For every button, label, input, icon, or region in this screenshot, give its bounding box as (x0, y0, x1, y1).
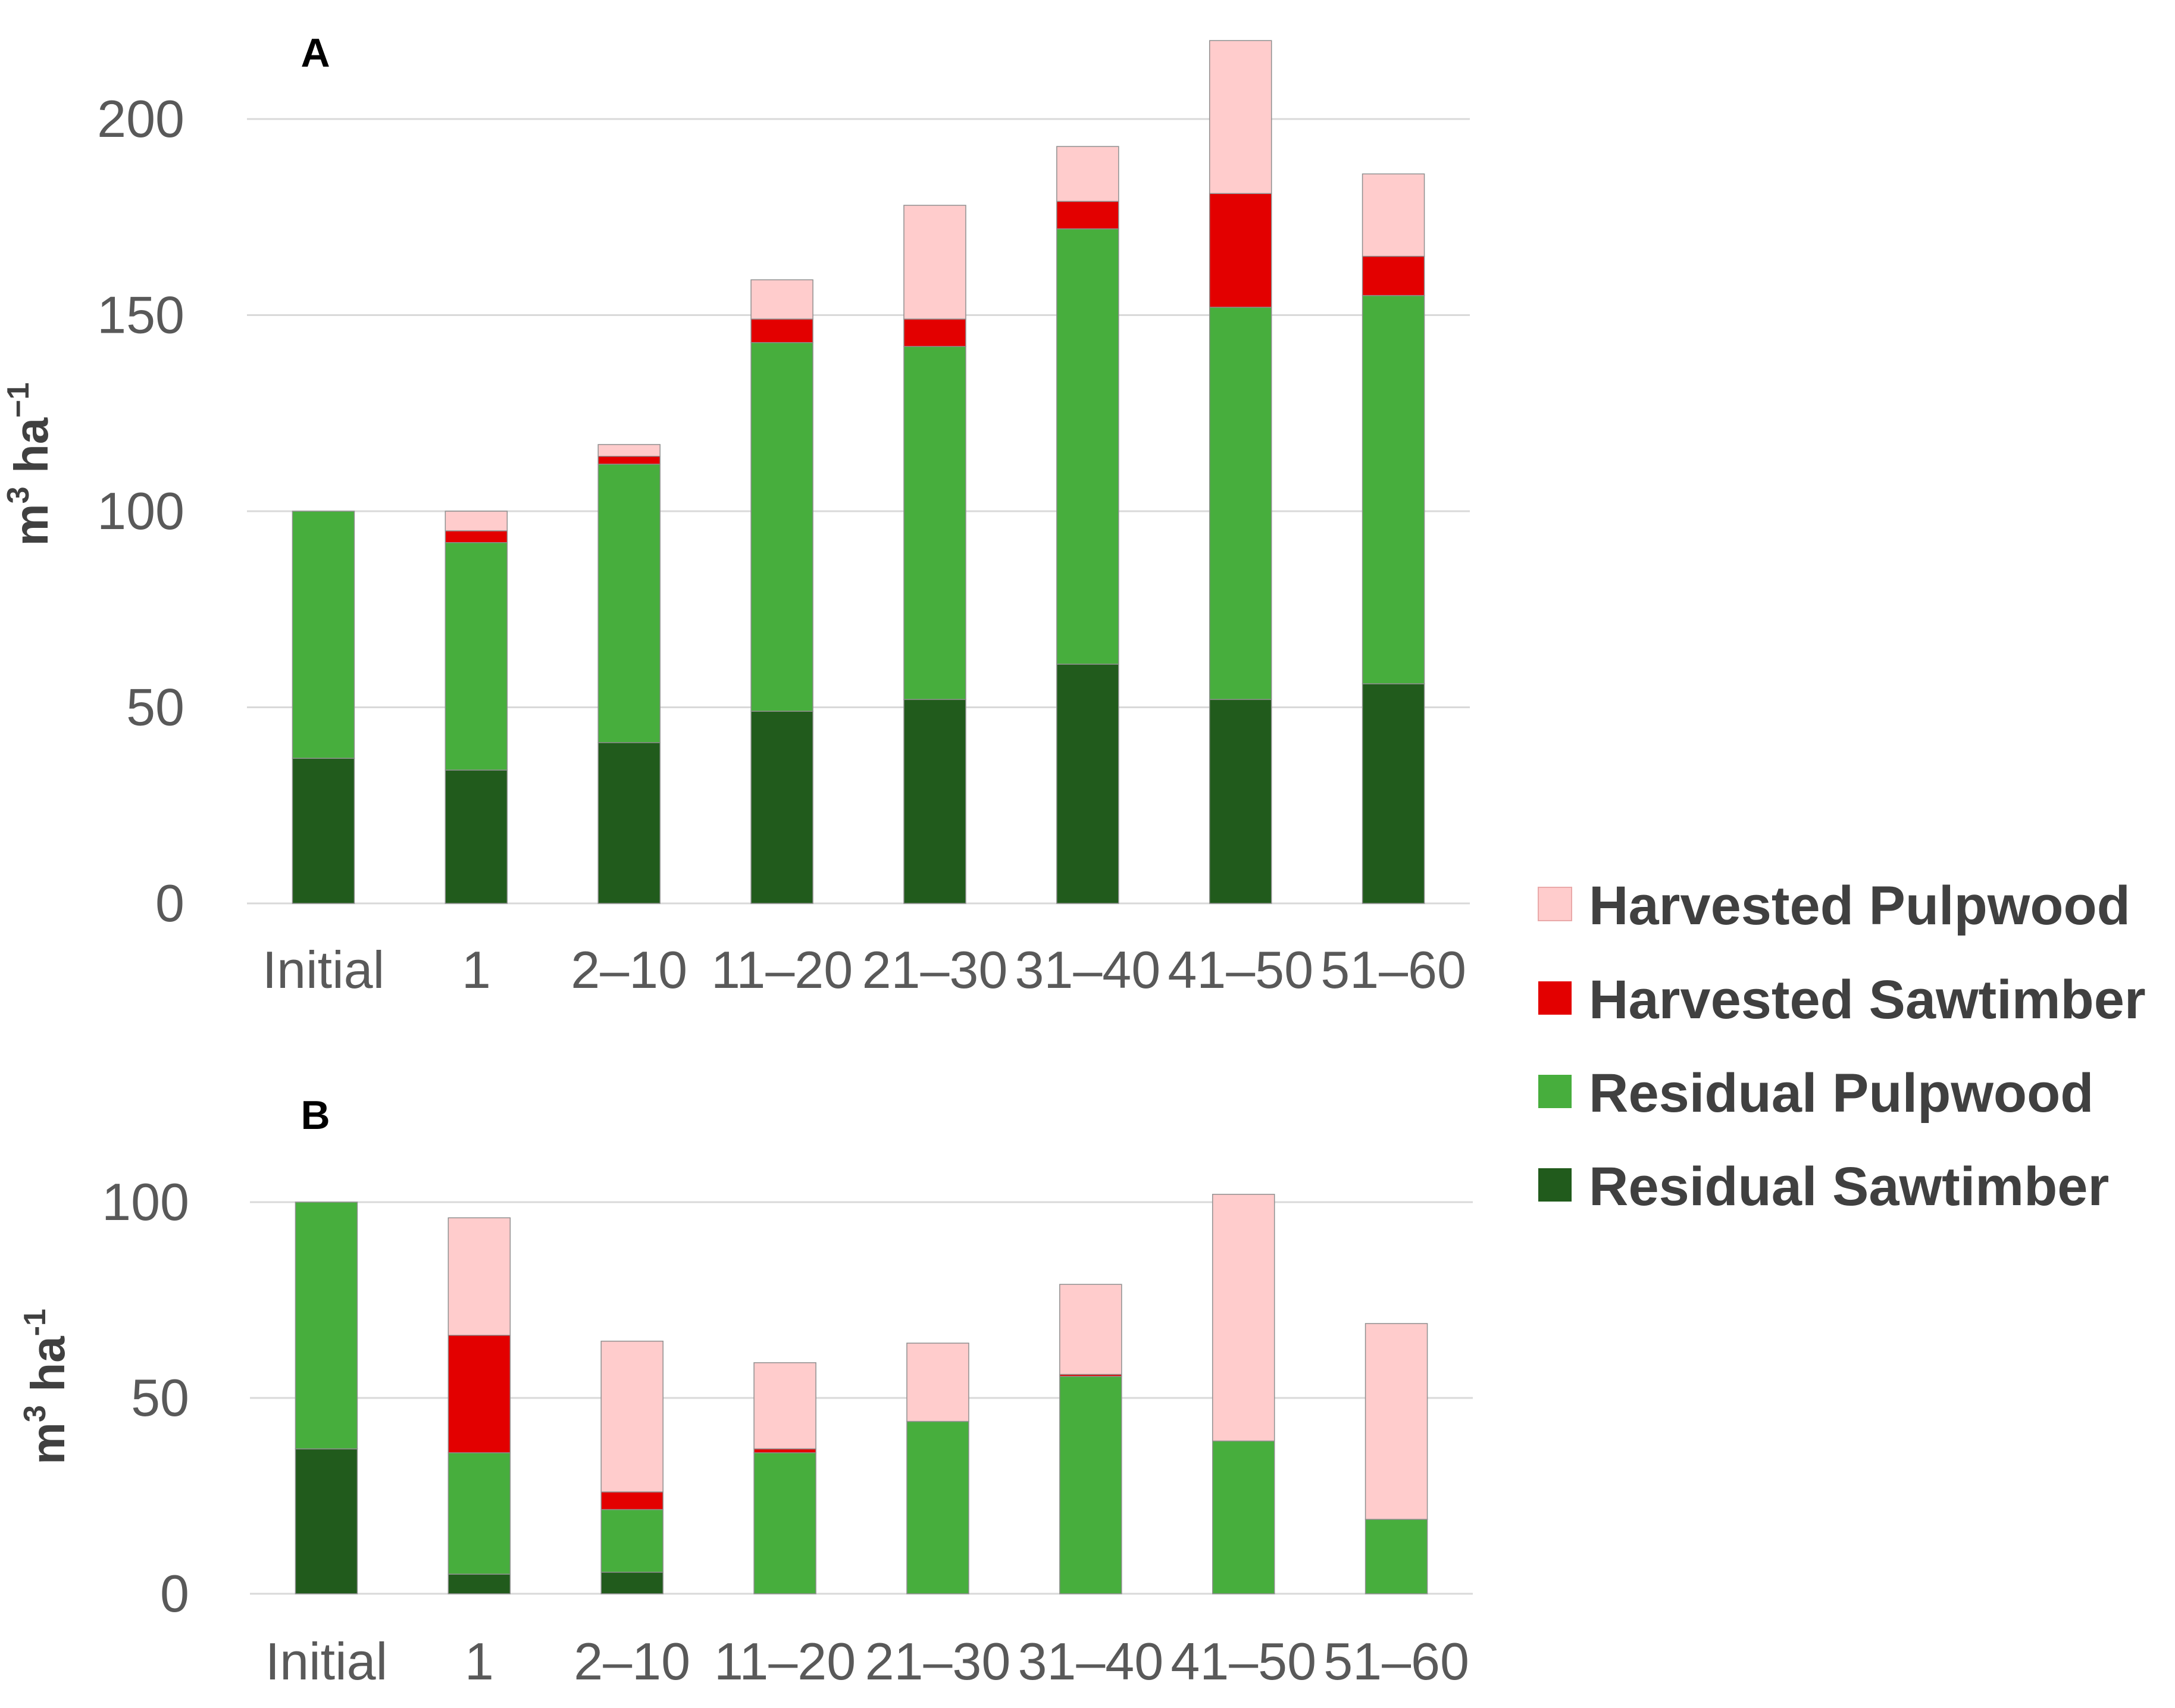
bar-a-2-residual-sawtimber (597, 742, 661, 904)
bar-b-1-residual-sawtimber (447, 1574, 511, 1594)
panel-b-chart: 0 50 100 Initial 1 2–10 11–20 21–30 31–40 41–50 51… (18, 1093, 1473, 1691)
bar-a-5-harvested-sawtimber (1056, 201, 1119, 230)
bar-b-3-harvested-sawtimber (753, 1448, 816, 1453)
legend-label-0: Harvested Pulpwood (1589, 875, 2130, 936)
bar-a-2-residual-pulpwood (597, 464, 661, 743)
x-tick-label-b-1: 1 (465, 1632, 494, 1691)
bar-b-1-harvested-pulpwood (447, 1217, 511, 1336)
y-tick-label-a-3: 150 (97, 286, 184, 345)
y-tick-label-a-2: 100 (97, 481, 184, 540)
x-tick-label-b-0: Initial (265, 1632, 387, 1691)
bar-b-2-residual-sawtimber (600, 1572, 664, 1594)
bar-a-2-harvested-pulpwood (597, 444, 661, 457)
x-tick-label-a-0: Initial (262, 940, 384, 999)
legend-label-3: Residual Sawtimber (1589, 1156, 2109, 1217)
x-tick-label-b-5: 31–40 (1018, 1632, 1163, 1691)
y-tick-label-a-4: 200 (97, 89, 184, 148)
bar-a-6-harvested-pulpwood (1209, 40, 1272, 194)
legend-swatch-3 (1538, 1168, 1572, 1202)
x-tick-label-a-4: 21–30 (862, 940, 1008, 999)
bar-a-5-residual-pulpwood (1056, 228, 1119, 665)
panel-label-b: B (301, 1093, 330, 1138)
bar-b-3-residual-pulpwood (753, 1452, 816, 1594)
bar-b-0-residual-pulpwood (295, 1202, 358, 1450)
bar-a-4-residual-pulpwood (903, 346, 966, 700)
bar-b-6-harvested-pulpwood (1212, 1194, 1275, 1442)
panel-label-a: A (301, 30, 330, 76)
bar-b-7-residual-pulpwood (1365, 1519, 1428, 1594)
bar-b-2-harvested-sawtimber (600, 1491, 664, 1510)
y-tick-label-b-1: 50 (131, 1368, 189, 1427)
x-tick-label-b-6: 41–50 (1171, 1632, 1316, 1691)
x-tick-label-a-2: 2–10 (571, 940, 687, 999)
x-tick-label-a-5: 31–40 (1015, 940, 1160, 999)
bar-a-1-harvested-sawtimber (445, 530, 508, 543)
bar-b-5-residual-pulpwood (1059, 1376, 1122, 1594)
bar-a-3-harvested-sawtimber (750, 318, 813, 343)
bar-a-7-residual-pulpwood (1362, 295, 1425, 684)
bar-a-3-residual-pulpwood (750, 342, 813, 712)
y-axis-title-a: m3 ha−1 (1, 383, 58, 546)
bar-b-1-residual-pulpwood (447, 1452, 511, 1575)
bar-b-4-residual-pulpwood (906, 1421, 969, 1594)
x-tick-label-b-4: 21–30 (865, 1632, 1011, 1691)
y-axis-title-b: m3 ha-1 (18, 1309, 74, 1465)
bar-a-7-residual-sawtimber (1362, 683, 1425, 904)
bar-a-1-residual-sawtimber (445, 769, 508, 904)
bar-b-7-harvested-pulpwood (1365, 1323, 1428, 1520)
bar-a-6-residual-sawtimber (1209, 699, 1272, 904)
x-tick-label-a-1: 1 (462, 940, 491, 999)
bar-b-1-harvested-sawtimber (447, 1334, 511, 1453)
bar-a-4-harvested-pulpwood (903, 205, 966, 320)
bar-a-3-residual-sawtimber (750, 711, 813, 904)
y-tick-label-a-0: 0 (155, 874, 184, 933)
bar-b-3-harvested-pulpwood (753, 1362, 816, 1450)
bar-a-1-harvested-pulpwood (445, 511, 508, 531)
bar-a-0-residual-pulpwood (292, 511, 355, 759)
y-tick-label-b-2: 100 (102, 1172, 189, 1231)
bar-a-4-residual-sawtimber (903, 699, 966, 904)
bar-a-6-harvested-sawtimber (1209, 193, 1272, 308)
bar-a-6-residual-pulpwood (1209, 306, 1272, 700)
bar-b-4-harvested-pulpwood (906, 1343, 969, 1422)
legend-label-2: Residual Pulpwood (1589, 1063, 2093, 1124)
bar-a-5-harvested-pulpwood (1056, 146, 1119, 202)
legend: Harvested Pulpwood Harvested Sawtimber Res… (1538, 875, 2146, 1217)
bar-a-4-harvested-sawtimber (903, 318, 966, 347)
bar-b-0-residual-sawtimber (295, 1448, 358, 1594)
bar-a-1-residual-pulpwood (445, 542, 508, 771)
legend-swatch-0 (1538, 887, 1572, 921)
bar-a-7-harvested-pulpwood (1362, 173, 1425, 257)
x-tick-label-a-3: 11–20 (711, 940, 853, 999)
bar-a-5-residual-sawtimber (1056, 664, 1119, 904)
legend-label-1: Harvested Sawtimber (1589, 969, 2146, 1030)
bar-a-3-harvested-pulpwood (750, 279, 813, 320)
x-tick-label-b-7: 51–60 (1323, 1632, 1469, 1691)
y-tick-label-b-0: 0 (160, 1564, 189, 1623)
legend-swatch-1 (1538, 981, 1572, 1015)
bar-a-7-harvested-sawtimber (1362, 255, 1425, 296)
bar-a-2-harvested-sawtimber (597, 455, 661, 465)
x-tick-label-a-6: 41–50 (1168, 940, 1313, 999)
bar-b-5-harvested-pulpwood (1059, 1284, 1122, 1375)
bar-b-2-residual-pulpwood (600, 1509, 664, 1573)
x-tick-label-b-2: 2–10 (574, 1632, 690, 1691)
x-tick-label-a-7: 51–60 (1320, 940, 1466, 999)
legend-swatch-2 (1538, 1075, 1572, 1108)
x-tick-label-b-3: 11–20 (714, 1632, 856, 1691)
panel-a-chart: 0 50 100 150 200 Initial 1 2–10 11–20 21–30 31–40 4… (1, 30, 1470, 999)
bar-a-0-residual-sawtimber (292, 758, 355, 904)
y-tick-label-a-1: 50 (126, 678, 184, 737)
bar-b-6-residual-pulpwood (1212, 1440, 1275, 1594)
bar-b-2-harvested-pulpwood (600, 1340, 664, 1493)
